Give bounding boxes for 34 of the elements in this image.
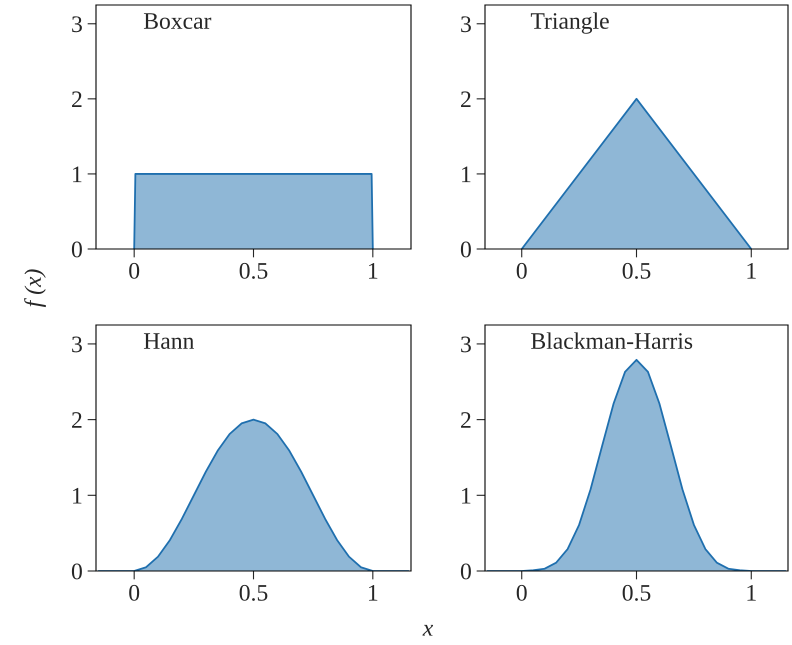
x-tick-label: 0 (129, 584, 140, 601)
y-tick-label: 1 (462, 166, 470, 182)
x-tick-label: 0 (516, 584, 527, 601)
chart-title: Triangle (530, 12, 609, 34)
y-tick-label: 0 (72, 241, 82, 258)
y-tick-label: 3 (72, 16, 82, 32)
y-tick-label: 1 (73, 166, 82, 182)
y-tick-label: 2 (461, 91, 471, 108)
x-tick-label: 1 (747, 584, 756, 601)
y-tick-label: 2 (461, 412, 471, 428)
y-tick-label: 2 (72, 412, 82, 428)
y-tick-label: 3 (72, 336, 82, 352)
y-tick-label: 1 (73, 488, 82, 504)
y-axis-title: f (x) (24, 269, 46, 308)
x-tick-label: 1 (368, 262, 378, 279)
chart-title: Boxcar (144, 13, 212, 29)
x-tick-label: 0.5 (622, 584, 650, 601)
y-tick-label: 1 (462, 488, 470, 504)
y-tick-label: 0 (460, 563, 471, 580)
x-tick-label: 0 (129, 262, 140, 279)
y-tick-label: 3 (461, 336, 471, 352)
y-tick-label: 3 (461, 16, 471, 32)
x-tick-label: 0.5 (622, 262, 650, 279)
x-tick-label: 0.5 (240, 262, 268, 279)
y-tick-label: 2 (72, 91, 82, 108)
chart-title: Blackman-Harris (531, 332, 692, 349)
chart-title: Hann (144, 333, 194, 349)
x-axis-title: x (422, 624, 434, 636)
y-tick-label: 0 (72, 563, 82, 580)
x-tick-label: 1 (747, 262, 756, 279)
x-tick-label: 1 (368, 584, 378, 601)
y-tick-label: 0 (460, 241, 471, 258)
x-tick-label: 0 (516, 262, 527, 279)
x-tick-label: 0.5 (240, 584, 268, 601)
